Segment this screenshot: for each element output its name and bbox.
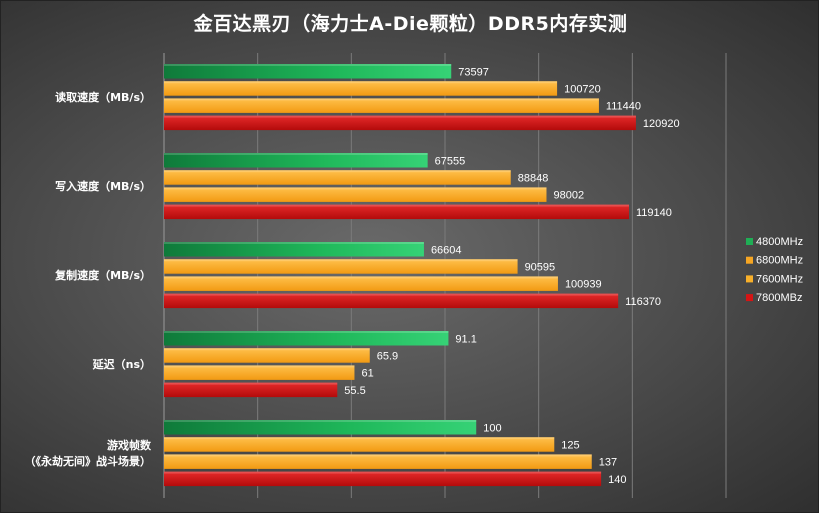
legend-swatch xyxy=(746,294,753,302)
data-label: 98002 xyxy=(553,190,584,202)
bar-highlight xyxy=(164,204,629,207)
bar-highlight xyxy=(164,259,518,262)
bar-highlight xyxy=(164,98,599,101)
data-label: 65.9 xyxy=(377,350,398,362)
data-label: 137 xyxy=(599,457,617,469)
bar xyxy=(164,64,452,79)
category-label: 复制速度（MB/s） xyxy=(54,268,151,282)
bar xyxy=(164,331,449,346)
bar xyxy=(164,293,619,309)
legend-swatch xyxy=(746,275,753,283)
bar xyxy=(164,204,629,220)
bar xyxy=(164,98,599,113)
bar xyxy=(164,471,602,487)
category-label: 延迟（ns） xyxy=(92,357,151,371)
bar xyxy=(164,170,511,185)
chart-title: 金百达黑刃（海力士A-Die颗粒）DDR5内存实测 xyxy=(193,13,628,35)
bar-highlight xyxy=(164,187,547,190)
data-label: 120920 xyxy=(643,118,680,130)
data-label: 119140 xyxy=(636,207,672,219)
bar-highlight xyxy=(164,331,449,333)
category-label: （《永劫无间》战斗场景） xyxy=(25,454,152,468)
data-label: 116370 xyxy=(625,296,661,308)
legend-swatch xyxy=(746,256,753,264)
legend-label: 4800MHz xyxy=(756,236,803,248)
bar xyxy=(164,81,558,96)
bar xyxy=(164,259,518,274)
bar-highlight xyxy=(164,293,619,296)
data-label: 88848 xyxy=(518,172,549,184)
bar-highlight xyxy=(164,420,477,422)
category-label: 写入速度（MB/s） xyxy=(55,179,151,193)
bar xyxy=(164,365,355,380)
data-label: 67555 xyxy=(435,155,466,167)
bar-highlight xyxy=(164,365,355,368)
bar-highlight xyxy=(164,276,558,279)
data-label: 100939 xyxy=(565,279,602,291)
bar xyxy=(164,115,636,131)
data-label: 140 xyxy=(608,474,626,486)
data-label: 111440 xyxy=(606,101,641,113)
bar xyxy=(164,276,558,291)
bar xyxy=(164,437,555,452)
data-label: 55.5 xyxy=(344,385,365,397)
bar-highlight xyxy=(164,471,602,474)
legend-swatch xyxy=(746,238,753,245)
bar xyxy=(164,454,592,469)
bar xyxy=(164,242,424,257)
bar-highlight xyxy=(164,115,636,118)
bar-highlight xyxy=(164,153,428,155)
bar xyxy=(164,420,477,435)
data-label: 91.1 xyxy=(455,333,476,345)
bar xyxy=(164,153,428,168)
data-label: 100720 xyxy=(564,83,601,95)
legend-label: 6800MHz xyxy=(756,255,803,267)
category-label: 游戏帧数 xyxy=(107,438,152,452)
bar-highlight xyxy=(164,437,555,440)
data-label: 90595 xyxy=(525,261,556,273)
bar xyxy=(164,348,370,363)
category-label: 读取速度（MB/s） xyxy=(55,90,151,104)
bar-highlight xyxy=(164,348,370,351)
data-label: 61 xyxy=(361,368,373,380)
data-label: 66604 xyxy=(431,244,462,256)
bar-highlight xyxy=(164,64,452,66)
bar xyxy=(164,382,338,398)
bar-highlight xyxy=(164,170,511,173)
bar-highlight xyxy=(164,242,424,244)
bar-highlight xyxy=(164,81,558,84)
data-label: 73597 xyxy=(458,66,489,78)
data-label: 125 xyxy=(561,439,579,451)
bar-highlight xyxy=(164,382,338,385)
legend-label: 7600MHz xyxy=(756,273,803,285)
bar xyxy=(164,187,547,202)
legend-label: 7800MBz xyxy=(756,292,802,304)
bar-highlight xyxy=(164,454,592,457)
data-label: 100 xyxy=(483,422,501,434)
